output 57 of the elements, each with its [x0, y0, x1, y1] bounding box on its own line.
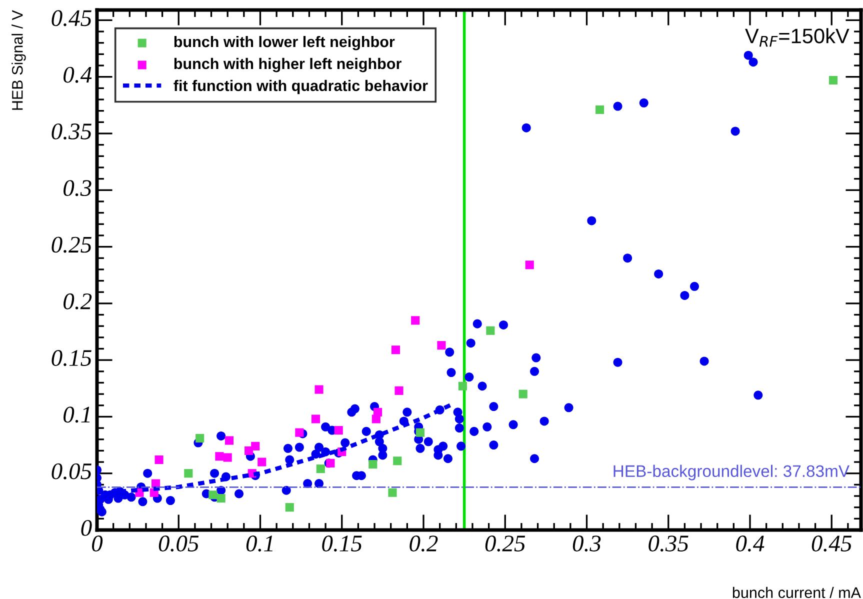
y-tick-label: 0.05 [52, 463, 92, 480]
point [368, 460, 378, 469]
point [334, 426, 343, 435]
y-tick-label: 0.1 [64, 406, 90, 423]
point [388, 488, 397, 497]
x-tick-label: 0.15 [322, 536, 362, 552]
point [208, 490, 218, 500]
point [311, 414, 320, 424]
point [828, 76, 838, 85]
point [596, 105, 604, 114]
point [215, 452, 224, 461]
point [458, 382, 467, 390]
x-tick-label: 0.45 [812, 536, 852, 552]
legend-label: bunch with higher left neighbor [174, 58, 402, 72]
point [394, 386, 404, 395]
point [224, 436, 234, 445]
y-tick-label: 0.45 [52, 10, 92, 26]
point [184, 469, 193, 478]
point [374, 408, 382, 416]
point [518, 390, 528, 398]
point [285, 503, 294, 512]
point [154, 455, 164, 464]
legend-label: fit function with quadratic behavior [174, 80, 428, 94]
point [411, 316, 420, 325]
point [223, 453, 232, 462]
point [486, 326, 495, 335]
y-tick-label: 0.3 [64, 180, 92, 196]
point [314, 385, 324, 394]
y-tick-label: 0.4 [64, 66, 92, 83]
point [316, 464, 325, 474]
x-tick-label: 0.3 [572, 536, 601, 552]
x-tick-label: 0.05 [158, 536, 199, 552]
annotation: V$_{RF}$=150kV [745, 28, 850, 47]
point [295, 428, 304, 437]
x-tick-label: 0.2 [410, 536, 438, 552]
ref-line-label: HEB-backgroundlevel: 37.83mV [614, 464, 850, 480]
legend-label: bunch with lower left neighbor [174, 36, 395, 50]
y-tick-label: 0 [81, 520, 92, 536]
x-tick-label: 0.1 [246, 536, 272, 552]
point [437, 341, 446, 350]
y-tick-label: 0.35 [52, 123, 92, 140]
x-tick-label: 0 [92, 536, 103, 552]
x-tick-label: 0.4 [736, 536, 764, 552]
x-tick-label: 0.25 [485, 536, 526, 552]
y-tick-label: 0.25 [52, 236, 92, 253]
point [258, 458, 266, 466]
x-axis-title: bunch current / mA [732, 586, 861, 598]
point [525, 260, 534, 270]
point [391, 346, 400, 354]
point [393, 456, 402, 466]
y-tick-label: 0.2 [64, 293, 92, 310]
y-tick-label: 0.15 [52, 350, 92, 366]
y-axis-title: HEB Signal / V [12, 10, 26, 110]
point [196, 434, 204, 443]
x-tick-label: 0.35 [648, 536, 688, 552]
point [216, 494, 226, 503]
point [251, 442, 260, 450]
